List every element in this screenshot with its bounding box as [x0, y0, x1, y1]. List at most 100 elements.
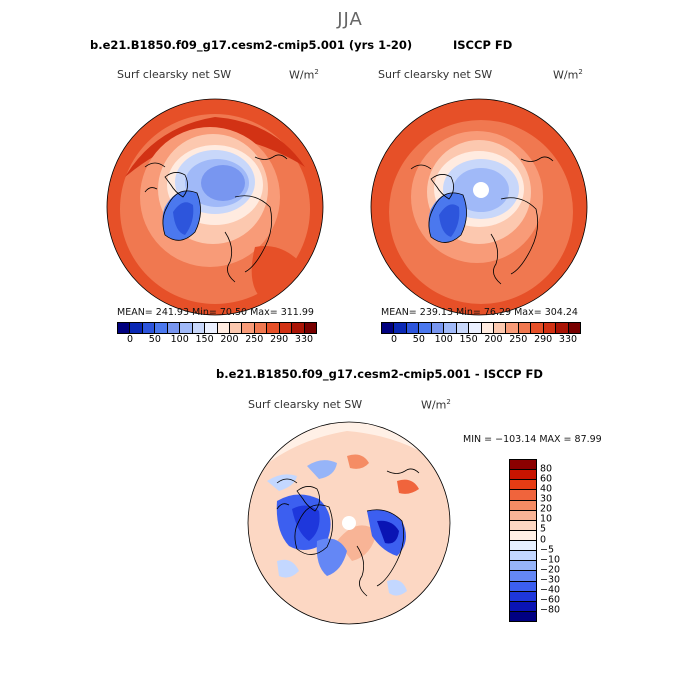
model-colorbar: 0 50 100 150 200 250 290 330: [117, 322, 317, 346]
diff-units-label: W/m2: [421, 398, 451, 412]
diff-colorbar-tick-label: 5: [540, 523, 547, 535]
obs-colorbar-tick-label: 200: [484, 334, 503, 345]
diff-stats: MIN = −103.14 MAX = 87.99: [463, 434, 602, 445]
diff-colorbar-tick-label: −5: [540, 544, 555, 556]
diff-colorbar-tick-label: 40: [540, 483, 553, 495]
diff-polar-map: [247, 421, 451, 625]
obs-colorbar-swatch: [493, 323, 507, 333]
diff-variable-label: Surf clearsky net SW: [248, 398, 363, 411]
obs-colorbar-tick-label: 150: [459, 334, 478, 345]
model-units-label: W/m2: [289, 68, 319, 82]
model-colorbar-swatch: [167, 323, 181, 333]
obs-colorbar-swatch: [469, 323, 482, 333]
model-colorbar-ticks: 0 50 100 150 200 250 290 330: [117, 334, 317, 346]
obs-colorbar-swatch: [481, 323, 494, 333]
model-colorbar-swatch: [130, 323, 143, 333]
model-colorbar-swatch: [254, 323, 268, 333]
obs-colorbar-tick-label: 100: [434, 334, 453, 345]
model-colorbar-tick-label: 100: [170, 334, 189, 345]
diff-colorbar-tick-label: −80: [540, 604, 561, 616]
obs-colorbar-tick-label: 0: [390, 334, 398, 345]
diff-colorbar-swatch: [510, 520, 536, 531]
model-colorbar-swatch: [180, 323, 193, 333]
model-colorbar-swatch: [205, 323, 218, 333]
model-colorbar-swatch: [192, 323, 206, 333]
model-colorbar-tick-label: 50: [148, 334, 161, 345]
obs-units-label: W/m2: [553, 68, 583, 82]
diff-colorbar-swatch: [510, 561, 536, 572]
obs-colorbar-swatch: [431, 323, 445, 333]
diff-colorbar-swatch: [510, 480, 536, 491]
obs-colorbar-tick-label: 290: [534, 334, 553, 345]
obs-stats: MEAN= 239.13 Min= 76.29 Max= 304.24: [381, 307, 578, 318]
model-variable-label: Surf clearsky net SW: [117, 68, 232, 81]
diff-colorbar-swatch: [510, 510, 536, 521]
obs-panel-title: ISCCP FD: [453, 38, 513, 52]
season-title: JJA: [337, 9, 363, 30]
model-colorbar-tick-label: 0: [126, 334, 134, 345]
obs-polar-map: [370, 98, 588, 316]
obs-colorbar-tick-label: 330: [558, 334, 578, 345]
diff-colorbar-tick-label: 10: [540, 513, 553, 525]
model-colorbar-tick-label: 290: [270, 334, 289, 345]
diff-panel-title: b.e21.B1850.f09_g17.cesm2-cmip5.001 - IS…: [216, 367, 543, 381]
diff-colorbar-swatch: [510, 551, 536, 562]
obs-colorbar-swatch: [556, 323, 569, 333]
diff-colorbar-swatch: [510, 470, 536, 481]
model-polar-map: [106, 98, 324, 316]
obs-colorbar-swatch: [543, 323, 557, 333]
model-colorbar-swatch: [229, 323, 243, 333]
model-colorbar-swatch: [118, 323, 131, 333]
model-colorbar-swatch: [142, 323, 156, 333]
model-colorbar-tick-label: 200: [220, 334, 239, 345]
model-stats: MEAN= 241.93 Min= 70.50 Max= 311.99: [117, 307, 314, 318]
model-colorbar-swatch: [242, 323, 255, 333]
diff-colorbar-swatch: [510, 460, 536, 471]
model-colorbar-tick-label: 250: [245, 334, 264, 345]
obs-colorbar-swatch: [394, 323, 407, 333]
obs-colorbar-tick-label: 50: [412, 334, 425, 345]
obs-colorbar-swatch: [382, 323, 395, 333]
model-colorbar-tick-label: 330: [294, 334, 314, 345]
diff-colorbar-swatch: [510, 530, 536, 541]
diff-colorbar: [509, 459, 537, 622]
diff-colorbar-tick-label: −20: [540, 564, 561, 576]
diff-colorbar-tick-label: 0: [540, 534, 547, 545]
diff-colorbar-swatch: [510, 541, 536, 552]
diff-colorbar-tick-label: 60: [540, 473, 553, 485]
diff-colorbar-swatch: [510, 500, 536, 511]
obs-colorbar-swatch: [518, 323, 532, 333]
obs-colorbar-swatch: [568, 323, 580, 333]
model-colorbar-swatch: [217, 323, 230, 333]
obs-colorbar-swatch: [531, 323, 544, 333]
diff-colorbar-tick-label: −30: [540, 574, 561, 586]
obs-variable-label: Surf clearsky net SW: [378, 68, 493, 81]
model-colorbar-swatch: [267, 323, 280, 333]
model-colorbar-swatch: [304, 323, 316, 333]
obs-colorbar-swatch: [456, 323, 470, 333]
model-colorbar-swatch: [292, 323, 305, 333]
obs-colorbar-swatch: [406, 323, 420, 333]
diff-colorbar-tick-label: −10: [540, 554, 561, 566]
obs-colorbar-swatch: [506, 323, 519, 333]
obs-colorbar-ticks: 0 50 100 150 200 250 290 330: [381, 334, 581, 346]
obs-colorbar: 0 50 100 150 200 250 290 330: [381, 322, 581, 346]
diff-colorbar-swatch: [510, 581, 536, 592]
diff-colorbar-tick-label: 80: [540, 463, 553, 475]
diff-colorbar-swatch: [510, 611, 536, 621]
diff-colorbar-swatch: [510, 490, 536, 501]
model-colorbar-tick-label: 150: [195, 334, 214, 345]
model-panel-title: b.e21.B1850.f09_g17.cesm2-cmip5.001 (yrs…: [90, 38, 413, 52]
obs-colorbar-swatch: [419, 323, 432, 333]
diff-colorbar-tick-label: 20: [540, 503, 553, 515]
model-colorbar-swatch: [155, 323, 168, 333]
diff-colorbar-tick-label: −40: [540, 584, 561, 596]
obs-colorbar-swatch: [444, 323, 457, 333]
diff-colorbar-tick-label: 30: [540, 493, 553, 505]
diff-colorbar-tick-label: −60: [540, 594, 561, 606]
diff-colorbar-swatch: [510, 591, 536, 602]
model-colorbar-swatch: [279, 323, 293, 333]
diff-colorbar-swatch: [510, 601, 536, 612]
diff-colorbar-swatch: [510, 571, 536, 582]
obs-colorbar-tick-label: 250: [509, 334, 528, 345]
